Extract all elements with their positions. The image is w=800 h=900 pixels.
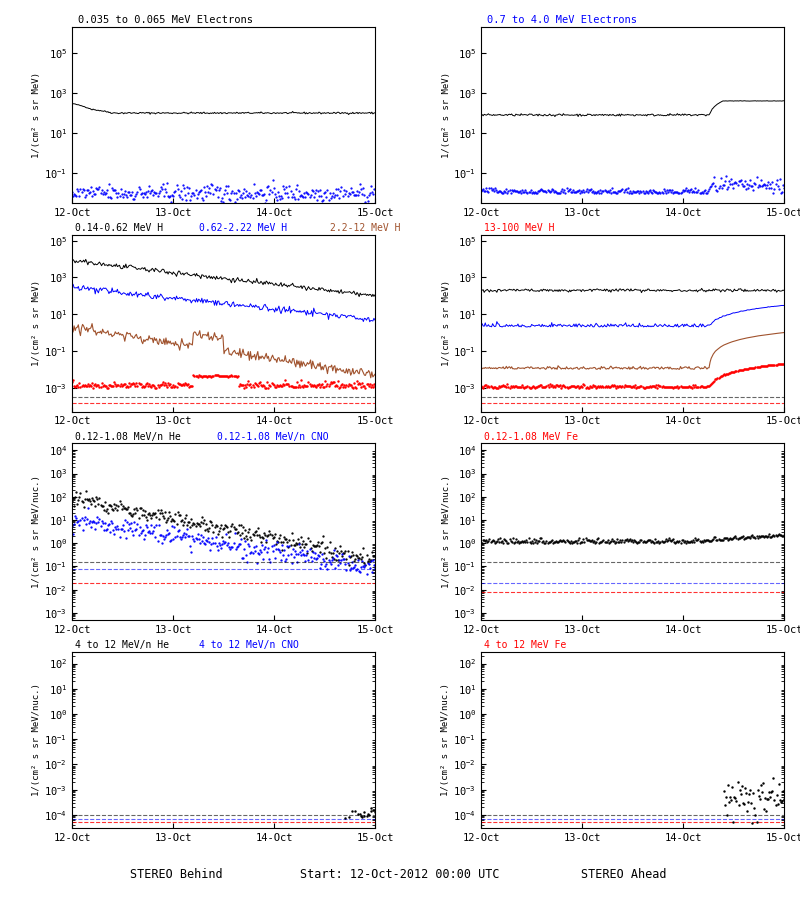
Text: 0.12-1.08 MeV/n CNO: 0.12-1.08 MeV/n CNO [218,432,329,442]
Text: 0.035 to 0.065 MeV Electrons: 0.035 to 0.065 MeV Electrons [78,15,253,25]
Y-axis label: 1/(cm² s sr MeV/nuc.): 1/(cm² s sr MeV/nuc.) [442,475,450,588]
Y-axis label: 1/(cm² s sr MeV): 1/(cm² s sr MeV) [33,281,42,366]
Y-axis label: 1/(cm² s sr MeV/nuc.): 1/(cm² s sr MeV/nuc.) [32,683,42,796]
Text: 4 to 12 MeV/n CNO: 4 to 12 MeV/n CNO [199,640,299,650]
Text: 0.14-0.62 MeV H: 0.14-0.62 MeV H [75,223,163,233]
Y-axis label: 1/(cm² s sr MeV/nuc.): 1/(cm² s sr MeV/nuc.) [33,475,42,588]
Y-axis label: 1/(cm² s sr MeV): 1/(cm² s sr MeV) [33,72,42,158]
Y-axis label: 1/(cm² s sr MeV/nuc.): 1/(cm² s sr MeV/nuc.) [442,683,450,796]
Text: 0.62-2.22 MeV H: 0.62-2.22 MeV H [199,223,287,233]
Text: 0.12-1.08 MeV Fe: 0.12-1.08 MeV Fe [484,432,578,442]
Text: STEREO Ahead: STEREO Ahead [582,868,666,880]
Y-axis label: 1/(cm² s sr MeV): 1/(cm² s sr MeV) [442,281,450,366]
Text: 0.12-1.08 MeV/n He: 0.12-1.08 MeV/n He [75,432,181,442]
Text: STEREO Behind: STEREO Behind [130,868,222,880]
Text: 0.7 to 4.0 MeV Electrons: 0.7 to 4.0 MeV Electrons [487,15,637,25]
Text: Start: 12-Oct-2012 00:00 UTC: Start: 12-Oct-2012 00:00 UTC [300,868,500,880]
Text: 13-100 MeV H: 13-100 MeV H [484,223,554,233]
Text: 2.2-12 MeV H: 2.2-12 MeV H [330,223,400,233]
Text: 4 to 12 MeV/n He: 4 to 12 MeV/n He [75,640,169,650]
Text: 4 to 12 MeV Fe: 4 to 12 MeV Fe [484,640,566,650]
Y-axis label: 1/(cm² s sr MeV): 1/(cm² s sr MeV) [442,72,450,158]
